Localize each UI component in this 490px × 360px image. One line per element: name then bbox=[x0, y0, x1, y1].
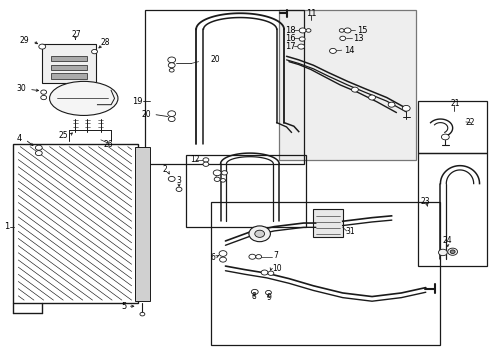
Text: 25: 25 bbox=[58, 131, 68, 140]
Circle shape bbox=[368, 95, 375, 100]
Text: 12: 12 bbox=[190, 155, 200, 164]
Circle shape bbox=[298, 44, 305, 49]
Text: 16: 16 bbox=[286, 34, 296, 43]
Circle shape bbox=[249, 254, 256, 259]
Text: 8: 8 bbox=[251, 292, 256, 301]
Circle shape bbox=[203, 162, 209, 166]
Text: 28: 28 bbox=[101, 38, 111, 47]
Circle shape bbox=[344, 28, 351, 33]
Text: 23: 23 bbox=[421, 197, 431, 206]
Text: 5: 5 bbox=[122, 302, 127, 311]
Circle shape bbox=[351, 87, 358, 92]
Text: 21: 21 bbox=[450, 99, 460, 108]
Bar bbox=[51, 64, 87, 70]
Circle shape bbox=[249, 226, 270, 242]
Text: 26: 26 bbox=[103, 140, 113, 149]
Circle shape bbox=[219, 251, 227, 256]
Text: 6: 6 bbox=[211, 253, 216, 262]
Circle shape bbox=[214, 177, 220, 181]
Text: 1: 1 bbox=[4, 222, 9, 231]
Text: 18: 18 bbox=[286, 26, 296, 35]
Bar bbox=[279, 10, 416, 160]
Circle shape bbox=[168, 57, 175, 63]
Ellipse shape bbox=[49, 81, 118, 116]
Text: 19: 19 bbox=[132, 96, 143, 105]
Text: 24: 24 bbox=[443, 237, 453, 246]
Circle shape bbox=[251, 289, 258, 294]
Bar bbox=[51, 73, 87, 79]
Circle shape bbox=[261, 270, 268, 275]
Circle shape bbox=[268, 271, 274, 275]
Circle shape bbox=[340, 36, 345, 41]
Text: 13: 13 bbox=[353, 34, 364, 43]
Circle shape bbox=[35, 145, 42, 150]
Bar bbox=[135, 147, 150, 301]
Circle shape bbox=[299, 28, 306, 33]
Bar bbox=[314, 209, 343, 237]
Circle shape bbox=[168, 117, 175, 122]
Bar bbox=[51, 55, 87, 61]
Circle shape bbox=[39, 44, 46, 49]
Circle shape bbox=[140, 312, 145, 316]
Circle shape bbox=[256, 255, 262, 259]
Bar bbox=[211, 202, 441, 345]
Text: 30: 30 bbox=[16, 84, 26, 93]
Circle shape bbox=[221, 171, 227, 175]
Text: 17: 17 bbox=[286, 42, 296, 51]
Text: 22: 22 bbox=[465, 118, 475, 127]
Text: 31: 31 bbox=[345, 228, 355, 237]
Circle shape bbox=[339, 29, 344, 32]
Bar bbox=[145, 10, 304, 164]
Bar bbox=[418, 101, 487, 153]
Circle shape bbox=[41, 95, 47, 100]
Circle shape bbox=[213, 170, 221, 176]
Text: 3: 3 bbox=[176, 176, 181, 185]
Circle shape bbox=[168, 111, 175, 117]
Circle shape bbox=[441, 134, 449, 140]
Text: 9: 9 bbox=[266, 293, 271, 302]
Text: 14: 14 bbox=[343, 46, 354, 55]
Circle shape bbox=[176, 187, 182, 192]
Bar bbox=[13, 144, 138, 303]
Text: 27: 27 bbox=[72, 30, 81, 39]
Circle shape bbox=[92, 49, 98, 54]
Circle shape bbox=[220, 179, 225, 182]
Circle shape bbox=[306, 29, 311, 32]
Circle shape bbox=[169, 68, 174, 72]
Circle shape bbox=[450, 250, 455, 253]
Circle shape bbox=[299, 37, 305, 41]
Bar bbox=[418, 153, 487, 266]
Text: 4: 4 bbox=[17, 134, 22, 143]
Text: 11: 11 bbox=[306, 9, 316, 18]
Circle shape bbox=[439, 249, 447, 256]
Circle shape bbox=[203, 158, 209, 162]
Circle shape bbox=[402, 105, 410, 111]
Circle shape bbox=[266, 291, 271, 295]
Circle shape bbox=[168, 63, 175, 68]
Text: 20: 20 bbox=[211, 55, 220, 64]
Circle shape bbox=[168, 176, 175, 181]
Circle shape bbox=[41, 90, 47, 94]
Bar bbox=[42, 44, 96, 83]
Text: 10: 10 bbox=[272, 264, 281, 273]
Text: 29: 29 bbox=[19, 36, 29, 45]
Circle shape bbox=[448, 248, 458, 255]
Circle shape bbox=[220, 257, 226, 262]
Text: 15: 15 bbox=[357, 26, 368, 35]
Text: 20: 20 bbox=[141, 110, 151, 119]
Circle shape bbox=[388, 102, 395, 107]
Text: 7: 7 bbox=[273, 251, 278, 260]
Bar bbox=[186, 155, 306, 226]
Circle shape bbox=[35, 150, 42, 156]
Circle shape bbox=[330, 48, 336, 53]
Text: 2: 2 bbox=[162, 165, 167, 174]
Circle shape bbox=[255, 230, 265, 237]
